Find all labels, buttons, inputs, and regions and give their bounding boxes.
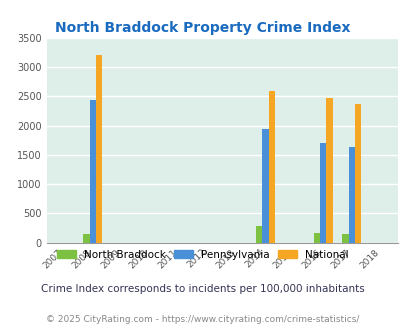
Bar: [96, 55, 102, 243]
Bar: [262, 129, 268, 243]
Bar: [319, 143, 325, 243]
Text: © 2025 CityRating.com - https://www.cityrating.com/crime-statistics/: © 2025 CityRating.com - https://www.city…: [46, 315, 359, 324]
Text: Crime Index corresponds to incidents per 100,000 inhabitants: Crime Index corresponds to incidents per…: [41, 284, 364, 294]
Bar: [348, 147, 354, 243]
Bar: [325, 98, 332, 243]
Bar: [83, 234, 90, 243]
Bar: [313, 233, 319, 243]
Bar: [90, 101, 96, 243]
Legend: North Braddock, Pennsylvania, National: North Braddock, Pennsylvania, National: [53, 246, 352, 264]
Bar: [354, 104, 360, 243]
Text: North Braddock Property Crime Index: North Braddock Property Crime Index: [55, 21, 350, 35]
Bar: [341, 234, 348, 243]
Bar: [268, 91, 274, 243]
Bar: [255, 226, 262, 243]
